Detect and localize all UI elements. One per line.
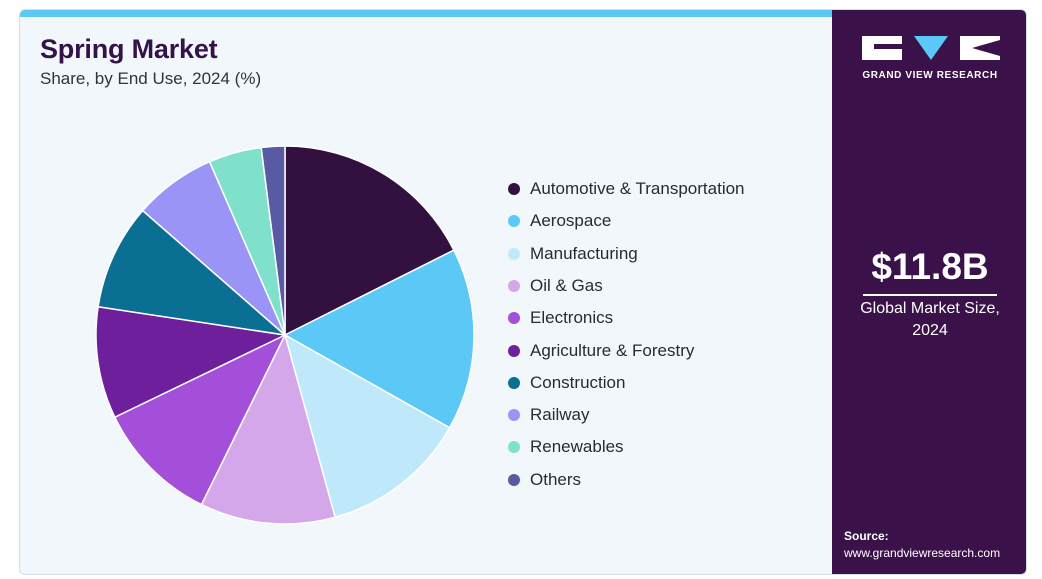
legend-swatch	[508, 409, 520, 422]
logo-wordmark: GRAND VIEW RESEARCH	[862, 70, 998, 81]
legend-label: Renewables	[530, 437, 624, 457]
legend-item-renewables: Renewables	[508, 436, 624, 458]
legend-item-oil-gas: Oil & Gas	[508, 275, 603, 297]
legend-label: Others	[530, 469, 582, 489]
legend-item-electronics: Electronics	[508, 307, 613, 329]
source-url[interactable]: www.grandviewresearch.com	[844, 546, 1001, 560]
market-size-label: Global Market Size, 2024	[860, 300, 1000, 339]
legend-item-manufacturing: Manufacturing	[508, 243, 638, 265]
legend-swatch	[508, 473, 520, 486]
legend-swatch	[508, 183, 520, 195]
grand-view-research-logo	[862, 36, 1000, 60]
legend-label: Construction	[530, 372, 626, 392]
legend-swatch	[508, 312, 520, 325]
accent-bar	[20, 10, 832, 17]
legend-item-automotive-transportation: Automotive & Transportation	[508, 178, 745, 200]
pie-slice-automotive-transportation	[284, 145, 455, 337]
legend-item-agriculture-forestry: Agriculture & Forestry	[508, 340, 694, 362]
pie-chart	[95, 145, 475, 525]
legend-swatch	[508, 247, 520, 260]
pie-slice-electronics	[113, 333, 287, 506]
summary-panel: GRAND VIEW RESEARCH $11.8B Global Market…	[832, 10, 1026, 574]
pie-slice-construction	[97, 209, 288, 337]
source-label: Source:	[844, 529, 889, 543]
legend-swatch	[508, 279, 520, 292]
pie-slice-others	[260, 145, 286, 336]
legend-label: Aerospace	[530, 211, 612, 231]
legend-label: Railway	[530, 405, 590, 425]
pie-slice-oil-gas	[200, 332, 337, 525]
value-divider	[863, 294, 997, 296]
legend-swatch	[508, 344, 520, 357]
legend-label: Agriculture & Forestry	[530, 340, 695, 360]
chart-subtitle: Share, by End Use, 2024 (%)	[40, 69, 262, 88]
legend-item-railway: Railway	[508, 404, 590, 426]
legend-swatch	[508, 215, 520, 228]
legend-swatch	[508, 376, 520, 389]
legend-label: Manufacturing	[530, 243, 638, 263]
chart-card: Spring Market Share, by End Use, 2024 (%…	[19, 9, 1027, 575]
legend-item-others: Others	[508, 469, 581, 491]
legend-label: Automotive & Transportation	[530, 179, 745, 198]
legend-label: Electronics	[530, 308, 614, 328]
pie-slice-manufacturing	[283, 333, 451, 519]
pie-slice-agriculture-forestry	[95, 305, 288, 419]
legend-item-aerospace: Aerospace	[508, 210, 611, 232]
chart-title: Spring Market	[40, 34, 218, 64]
legend-item-construction: Construction	[508, 372, 625, 394]
legend-label: Oil & Gas	[530, 275, 603, 295]
market-size-value: $11.8B	[871, 246, 989, 287]
pie-slice-aerospace	[283, 249, 475, 429]
legend-swatch	[508, 441, 520, 454]
